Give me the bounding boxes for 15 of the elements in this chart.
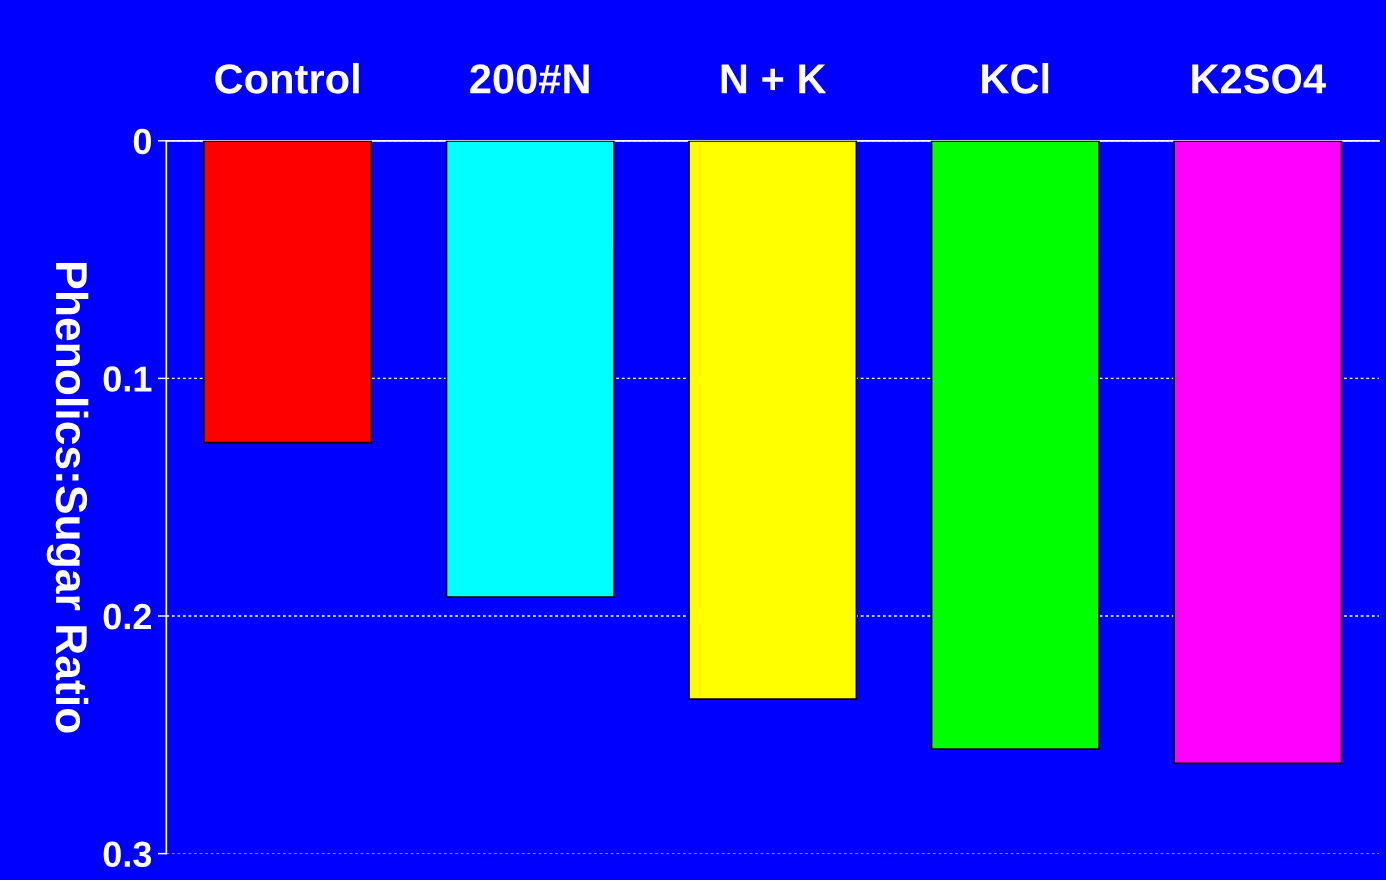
bar — [688, 140, 858, 700]
y-tick-label: 0.2 — [103, 603, 151, 630]
x-tick-label: N + K — [721, 64, 827, 94]
x-tick-label: Control — [215, 63, 359, 94]
bar — [930, 140, 1100, 750]
bar — [203, 140, 373, 444]
y-axis-title: Phenolics:Sugar Ratio — [46, 263, 89, 733]
x-tick-label: 200#N — [470, 64, 589, 94]
bar — [1173, 140, 1343, 765]
y-tick-label: 0.1 — [103, 366, 152, 392]
y-tick-label: 0 — [133, 128, 151, 155]
x-tick-label: K2SO4 — [1192, 64, 1326, 94]
y-tick-label: 0.3 — [103, 841, 152, 868]
bar — [445, 140, 615, 598]
x-tick-label: KCl — [982, 63, 1049, 94]
